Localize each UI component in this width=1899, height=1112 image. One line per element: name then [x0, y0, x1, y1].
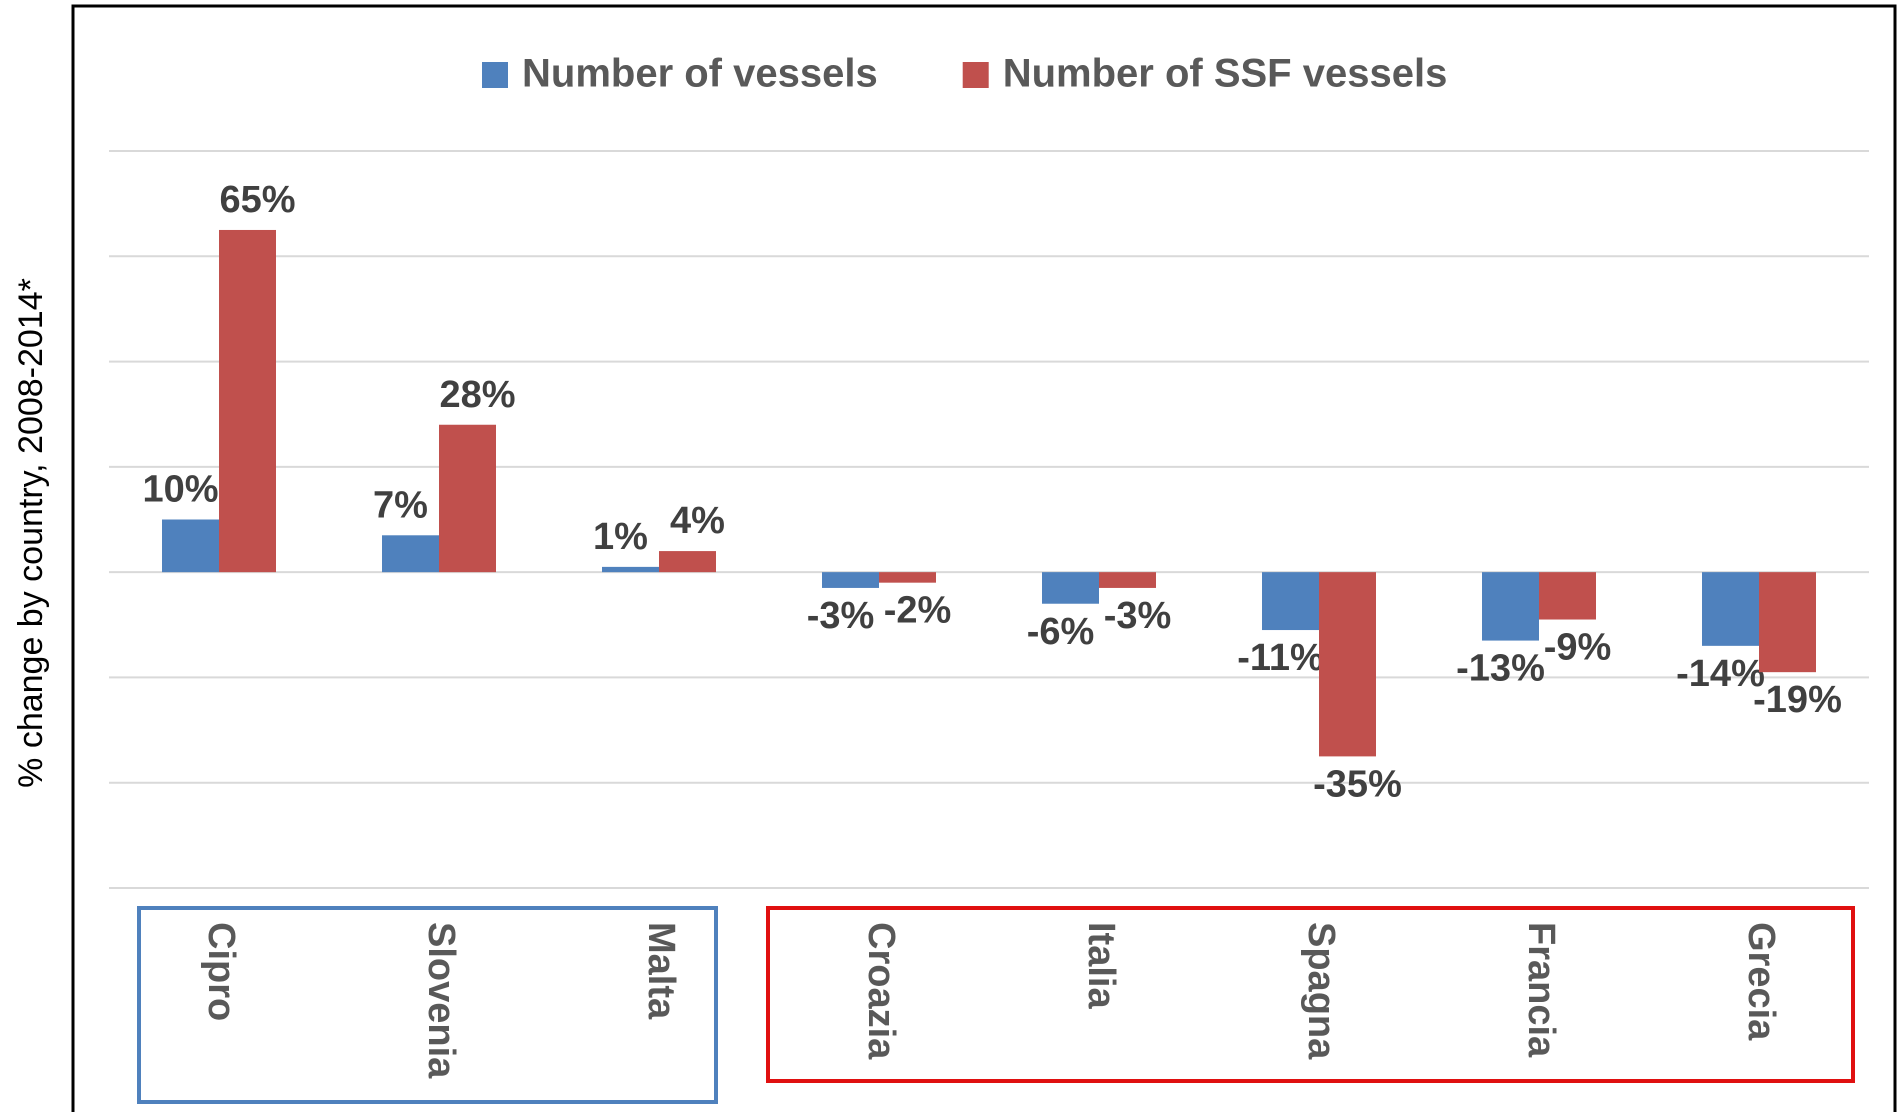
x-tick-label: Spagna — [1300, 922, 1342, 1060]
bar — [1319, 572, 1376, 757]
x-tick-label: Croazia — [860, 922, 902, 1060]
data-label: -3% — [807, 595, 875, 637]
bar — [1042, 572, 1099, 604]
bar — [1539, 572, 1596, 620]
data-label: -14% — [1676, 653, 1765, 695]
data-label: -3% — [1104, 595, 1172, 637]
legend-label: Number of vessels — [522, 52, 878, 96]
bar — [439, 424, 496, 573]
bar — [219, 229, 276, 573]
data-label: -11% — [1237, 637, 1324, 679]
bar — [1099, 572, 1156, 588]
bar — [659, 551, 716, 573]
data-label: -35% — [1313, 763, 1402, 805]
x-tick-label: Malta — [640, 922, 682, 1020]
data-label: -9% — [1544, 627, 1612, 669]
x-tick-label: Slovenia — [420, 922, 462, 1079]
x-tick-label: Cipro — [200, 922, 242, 1021]
bar — [1482, 572, 1539, 641]
data-label: 65% — [219, 179, 295, 221]
bar — [1262, 572, 1319, 631]
data-label: 7% — [373, 484, 428, 526]
x-tick-label: Francia — [1520, 922, 1562, 1058]
group-box — [766, 906, 1855, 1083]
x-tick-label: Italia — [1080, 922, 1122, 1009]
x-tick-label: Grecia — [1740, 922, 1782, 1041]
legend-swatch — [962, 62, 989, 88]
legend-label: Number of SSF vessels — [1003, 52, 1448, 96]
bar — [382, 535, 439, 573]
bar — [602, 566, 659, 573]
bar — [162, 519, 219, 573]
data-label: 28% — [439, 374, 515, 416]
bar — [879, 572, 936, 583]
data-label: -13% — [1456, 648, 1545, 690]
bar — [1759, 572, 1816, 673]
data-label: -2% — [884, 590, 952, 632]
data-label: 10% — [142, 469, 218, 511]
legend-swatch — [482, 62, 508, 88]
data-label: 1% — [593, 516, 648, 558]
data-label: -6% — [1027, 611, 1095, 653]
group-box — [137, 906, 718, 1104]
frame — [71, 4, 1897, 1112]
bar — [1702, 572, 1759, 646]
y-axis-label: % change by country, 2008-2014* — [12, 278, 50, 788]
data-label: -19% — [1753, 679, 1842, 721]
bar — [822, 572, 879, 588]
data-label: 4% — [670, 500, 725, 542]
